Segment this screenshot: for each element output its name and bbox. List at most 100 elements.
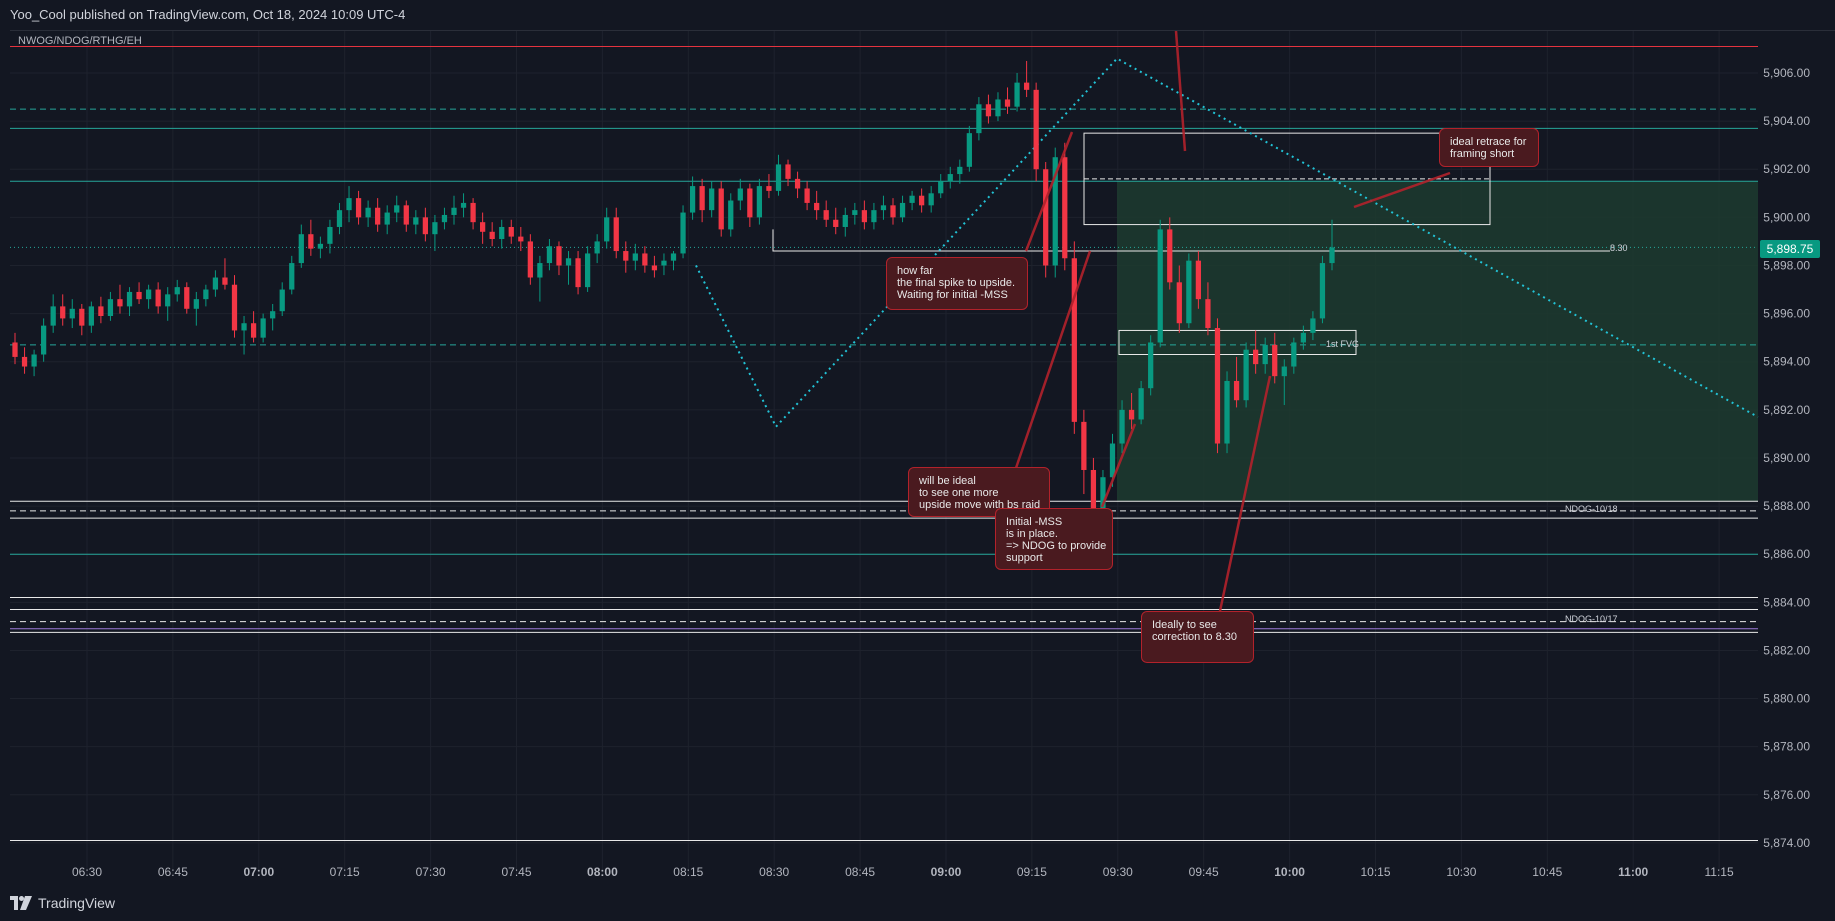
candle-body xyxy=(460,202,467,208)
candle-body xyxy=(394,205,400,213)
candle-body xyxy=(384,212,390,225)
candle-body xyxy=(441,214,448,223)
candle-body xyxy=(985,104,992,117)
candle-body xyxy=(1329,247,1335,264)
candle-body xyxy=(1043,169,1049,266)
tradingview-footer[interactable]: TradingView xyxy=(10,893,115,913)
candle-body xyxy=(203,289,209,300)
candle-body xyxy=(212,277,219,290)
candle-body xyxy=(909,195,915,203)
x-tick-label: 11:15 xyxy=(1705,865,1734,879)
candle-body xyxy=(556,246,562,266)
candle-body xyxy=(852,210,858,215)
candle-body xyxy=(126,291,133,307)
x-tick-label: 10:45 xyxy=(1532,865,1562,879)
candle-body xyxy=(1186,260,1192,324)
y-tick-label: 5,884.00 xyxy=(1763,595,1810,609)
y-tick-label: 5,886.00 xyxy=(1763,547,1810,561)
y-tick-label: 5,880.00 xyxy=(1763,692,1810,706)
candle-body xyxy=(1310,318,1316,333)
candle-body xyxy=(88,306,94,326)
candle-body xyxy=(336,210,343,227)
candle-body xyxy=(375,207,381,225)
candle-body xyxy=(1128,409,1135,420)
candle-body xyxy=(842,214,848,227)
candle-body xyxy=(41,325,47,355)
annotation-how-far[interactable]: how far the final spike to upside. Waiti… xyxy=(886,257,1028,310)
publisher-header: Yoo_Cool published on TradingView.com, O… xyxy=(10,7,406,22)
candle-body xyxy=(1262,344,1268,365)
candle-body xyxy=(107,299,114,317)
candlestick-chart[interactable]: 5,906.00 5,904.00 5,902.00 5,900.00 5,898.00… xyxy=(10,31,1835,889)
annotation-pointer xyxy=(1174,31,1187,152)
candle-body xyxy=(604,217,610,242)
annotation-initial-mss[interactable]: Initial -MSS is in place. => NDOG to pro… xyxy=(995,508,1113,570)
candle-body xyxy=(518,236,524,242)
x-tick-label: 09:45 xyxy=(1189,865,1219,879)
x-tick-label: 11:00 xyxy=(1618,865,1648,879)
annotation-ideal-retrace[interactable]: ideal retrace for framing short xyxy=(1439,128,1539,167)
candle-body xyxy=(241,323,247,331)
candle-body xyxy=(623,251,629,261)
candle-body xyxy=(966,133,972,167)
candle-body xyxy=(1119,409,1125,444)
y-tick-label: 5,874.00 xyxy=(1763,836,1810,850)
chart-frame[interactable]: 5,906.00 5,904.00 5,902.00 5,900.00 5,898.00… xyxy=(10,30,1835,889)
candle-body xyxy=(565,258,572,266)
candle-body xyxy=(546,246,553,264)
candle-body xyxy=(1148,342,1154,389)
candle-body xyxy=(155,289,161,307)
y-tick-label: 5,904.00 xyxy=(1763,114,1810,128)
candle-body xyxy=(689,186,696,213)
candle-body xyxy=(184,287,190,309)
x-tick-label: 10:00 xyxy=(1274,865,1305,879)
candle-body xyxy=(1224,380,1230,444)
candle-body xyxy=(1176,282,1182,324)
candle-body xyxy=(499,226,505,240)
annotation-correction[interactable]: Ideally to see correction to 8.30 xyxy=(1141,611,1254,663)
candle-body xyxy=(222,277,228,285)
candle-body xyxy=(642,253,648,266)
level-label-830: 8.30 xyxy=(1610,243,1628,253)
x-tick-label: 07:45 xyxy=(501,865,531,879)
y-tick-label: 5,890.00 xyxy=(1763,451,1810,465)
candle-body xyxy=(413,217,419,225)
candle-body xyxy=(1062,157,1068,259)
candle-body xyxy=(260,318,266,338)
candle-body xyxy=(794,178,801,189)
x-tick-label: 07:15 xyxy=(330,865,360,879)
x-tick-label: 08:00 xyxy=(587,865,618,879)
y-tick-label: 5,878.00 xyxy=(1763,740,1810,754)
annotation-pointer xyxy=(1014,250,1092,469)
candle-body xyxy=(98,306,104,317)
candle-body xyxy=(174,287,180,295)
candle-body xyxy=(575,258,581,288)
candle-body xyxy=(355,198,362,218)
target-zone xyxy=(1117,181,1758,502)
candle-body xyxy=(995,99,1001,117)
candle-body xyxy=(451,207,457,215)
candle-body xyxy=(928,193,934,206)
x-tick-label: 06:30 xyxy=(72,865,102,879)
symbol-label: NWOG/NDOG/RTHG/EH xyxy=(18,35,142,47)
candle-body xyxy=(79,308,85,326)
candle-body xyxy=(890,205,896,218)
candle-body xyxy=(527,241,533,278)
y-tick-label: 5,896.00 xyxy=(1763,307,1810,321)
footer-brand: TradingView xyxy=(38,895,116,911)
candle-body xyxy=(699,186,705,211)
candle-body xyxy=(594,241,600,254)
candle-body xyxy=(1071,258,1077,422)
candle-body xyxy=(1014,82,1020,107)
annotation-pointer xyxy=(1100,423,1137,508)
x-tick-label: 06:45 xyxy=(158,865,188,879)
candle-body xyxy=(1233,380,1240,401)
candle-body xyxy=(1004,99,1011,107)
candle-body xyxy=(613,217,619,252)
candle-body xyxy=(775,164,782,191)
level-label-ndog-1018: NDOG-10/18 xyxy=(1565,504,1618,514)
candle-body xyxy=(756,186,763,218)
last-price-badge: 5,898.75 xyxy=(1760,240,1820,258)
candle-body xyxy=(584,253,591,288)
candle-body xyxy=(938,181,944,194)
